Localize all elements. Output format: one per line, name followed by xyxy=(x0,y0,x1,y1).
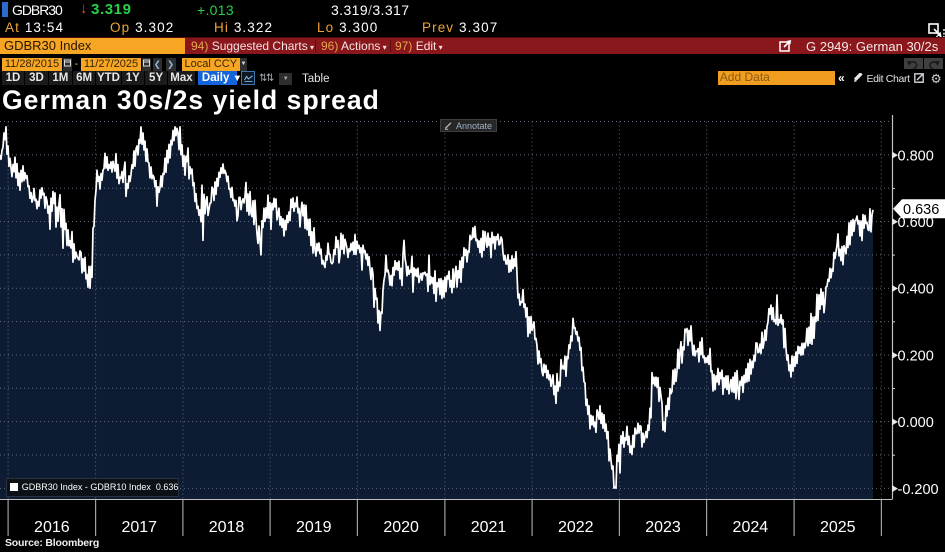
svg-text:2018: 2018 xyxy=(209,519,245,536)
svg-text:0.000: 0.000 xyxy=(898,415,934,431)
svg-text:0.600: 0.600 xyxy=(898,215,934,231)
svg-text:2023: 2023 xyxy=(645,519,681,536)
svg-text:0.200: 0.200 xyxy=(898,348,934,364)
svg-text:0.400: 0.400 xyxy=(898,282,934,298)
svg-text:2024: 2024 xyxy=(733,519,769,536)
svg-text:2020: 2020 xyxy=(383,519,419,536)
svg-text:2021: 2021 xyxy=(471,519,507,536)
svg-text:-0.200: -0.200 xyxy=(898,482,939,498)
svg-text:2017: 2017 xyxy=(121,519,157,536)
svg-text:2022: 2022 xyxy=(558,519,594,536)
svg-text:0.636: 0.636 xyxy=(903,202,939,218)
svg-text:0.800: 0.800 xyxy=(898,148,934,164)
svg-text:2016: 2016 xyxy=(34,519,70,536)
svg-text:2025: 2025 xyxy=(820,519,856,536)
svg-text:2019: 2019 xyxy=(296,519,332,536)
